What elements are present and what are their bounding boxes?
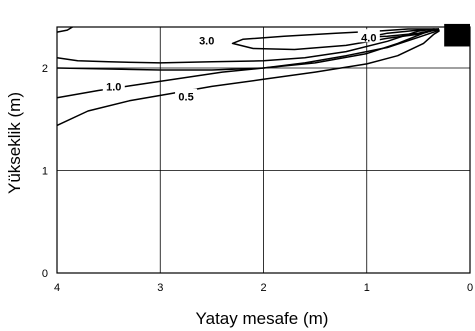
contour-label: 4.0 (361, 32, 376, 44)
contour-line (56, 26, 73, 33)
contour-label: 1.0 (106, 81, 121, 93)
x-axis-label: Yatay mesafe (m) (196, 309, 329, 328)
x-tick-label: 2 (260, 282, 266, 294)
contour-label-background (195, 32, 218, 46)
contour-label-background (102, 78, 125, 92)
x-tick-label: 1 (364, 282, 370, 294)
y-tick-label: 2 (42, 63, 48, 75)
y-tick-label: 1 (42, 166, 48, 178)
x-tick-label: 0 (467, 282, 473, 294)
y-tick-labels: 0 1 2 (42, 63, 48, 280)
y-tick-label: 0 (42, 268, 48, 280)
x-tick-label: 3 (157, 282, 163, 294)
contour-label-background (175, 88, 198, 102)
x-tick-label: 4 (54, 282, 60, 294)
x-tick-labels: 4 3 2 1 0 (54, 282, 473, 294)
contour-label: 3.0 (199, 35, 214, 47)
contour-label: 0.5 (178, 92, 193, 104)
plot-frame (56, 26, 471, 274)
contour-line (56, 28, 440, 99)
contour-labels: 0.5 1.0 3.0 4.0 (102, 29, 380, 104)
heat-source-block (444, 23, 470, 47)
contour-label-background (357, 29, 380, 43)
y-axis-label: Yükseklik (m) (5, 92, 24, 194)
